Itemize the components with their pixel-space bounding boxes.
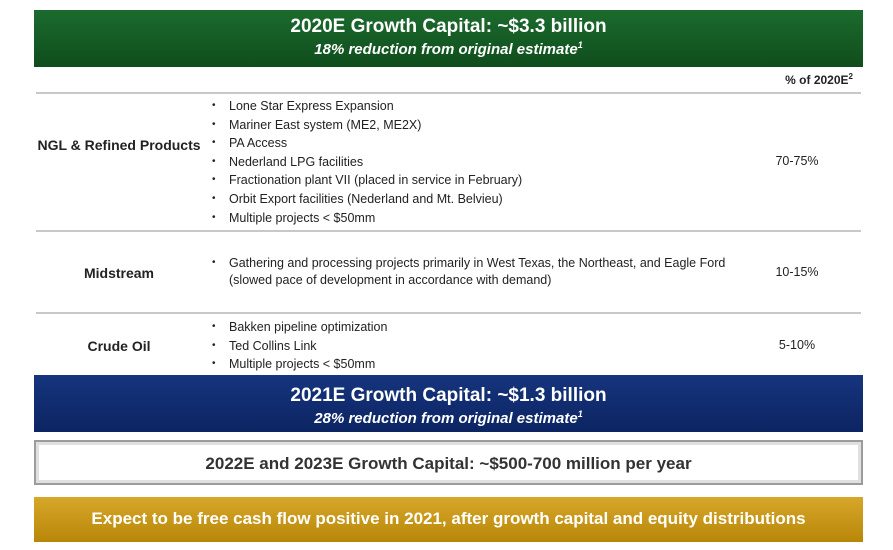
- segment-bullet-list: • Bakken pipeline optimization • Ted Colli…: [210, 318, 750, 374]
- growth-capital-2020-subtitle: 18% reduction from original estimate1: [314, 40, 583, 59]
- bullet-icon: •: [212, 339, 216, 351]
- growth-capital-2022-2023-banner: 2022E and 2023E Growth Capital: ~$500-70…: [34, 440, 863, 485]
- free-cash-flow-banner: Expect to be free cash flow positive in …: [34, 497, 863, 542]
- segment-percent: 70-75%: [775, 154, 819, 168]
- list-item: • Mariner East system (ME2, ME2X): [210, 116, 750, 135]
- free-cash-flow-title: Expect to be free cash flow positive in …: [91, 509, 806, 528]
- list-item: • Fractionation plant VII (placed in serv…: [210, 171, 750, 190]
- divider: [36, 92, 861, 94]
- list-item: • Bakken pipeline optimization: [210, 318, 750, 337]
- bullet-icon: •: [212, 174, 216, 186]
- segment-bullet-list: • Gathering and processing projects prima…: [210, 255, 740, 288]
- list-item: • PA Access: [210, 134, 750, 153]
- footnote-marker: 1: [577, 40, 583, 50]
- segment-row-midstream: Midstream • Gathering and processing proj…: [36, 234, 861, 310]
- segment-row-ngl: NGL & Refined Products • Lone Star Expres…: [36, 96, 861, 230]
- segment-percent: 10-15%: [775, 265, 819, 279]
- bullet-icon: •: [212, 257, 216, 268]
- growth-capital-2022-2023-title: 2022E and 2023E Growth Capital: ~$500-70…: [205, 454, 692, 473]
- bullet-icon: •: [212, 137, 216, 149]
- segment-percent: 5-10%: [778, 338, 816, 352]
- bullet-icon: •: [212, 118, 216, 130]
- bullet-icon: •: [212, 321, 216, 332]
- list-item: • Nederland LPG facilities: [210, 153, 750, 172]
- divider: [36, 312, 861, 314]
- footnote-marker: 2: [848, 72, 853, 81]
- growth-capital-2021-title: 2021E Growth Capital: ~$1.3 billion: [290, 385, 607, 406]
- list-item: • Multiple projects < $50mm: [210, 355, 750, 374]
- divider: [36, 230, 861, 232]
- growth-capital-2020-title: 2020E Growth Capital: ~$3.3 billion: [290, 16, 607, 37]
- bullet-icon: •: [212, 358, 216, 370]
- footnote-marker: 1: [577, 409, 583, 419]
- growth-capital-2020-banner: 2020E Growth Capital: ~$3.3 billion 18% …: [34, 10, 863, 67]
- growth-capital-2021-subtitle: 28% reduction from original estimate1: [314, 409, 583, 428]
- list-item: • Ted Collins Link: [210, 337, 750, 356]
- bullet-icon: •: [212, 192, 216, 204]
- segment-category: NGL & Refined Products: [37, 137, 201, 153]
- list-item: • Orbit Export facilities (Nederland and …: [210, 190, 750, 209]
- segment-bullet-list: • Lone Star Express Expansion • Mariner Ea…: [210, 97, 750, 227]
- bullet-icon: •: [212, 155, 216, 167]
- percent-of-2020e-header: % of 2020E2: [785, 72, 853, 88]
- segment-row-crude-oil: Crude Oil • Bakken pipeline optimization …: [36, 316, 861, 374]
- list-item: • Gathering and processing projects prima…: [212, 256, 726, 287]
- list-item: • Lone Star Express Expansion: [210, 97, 750, 116]
- list-item: • Multiple projects < $50mm: [210, 209, 750, 228]
- growth-capital-2021-banner: 2021E Growth Capital: ~$1.3 billion 28% …: [34, 375, 863, 432]
- bullet-icon: •: [212, 100, 216, 111]
- bullet-icon: •: [212, 211, 216, 223]
- segment-category: Crude Oil: [87, 338, 151, 354]
- segment-category: Midstream: [83, 265, 155, 281]
